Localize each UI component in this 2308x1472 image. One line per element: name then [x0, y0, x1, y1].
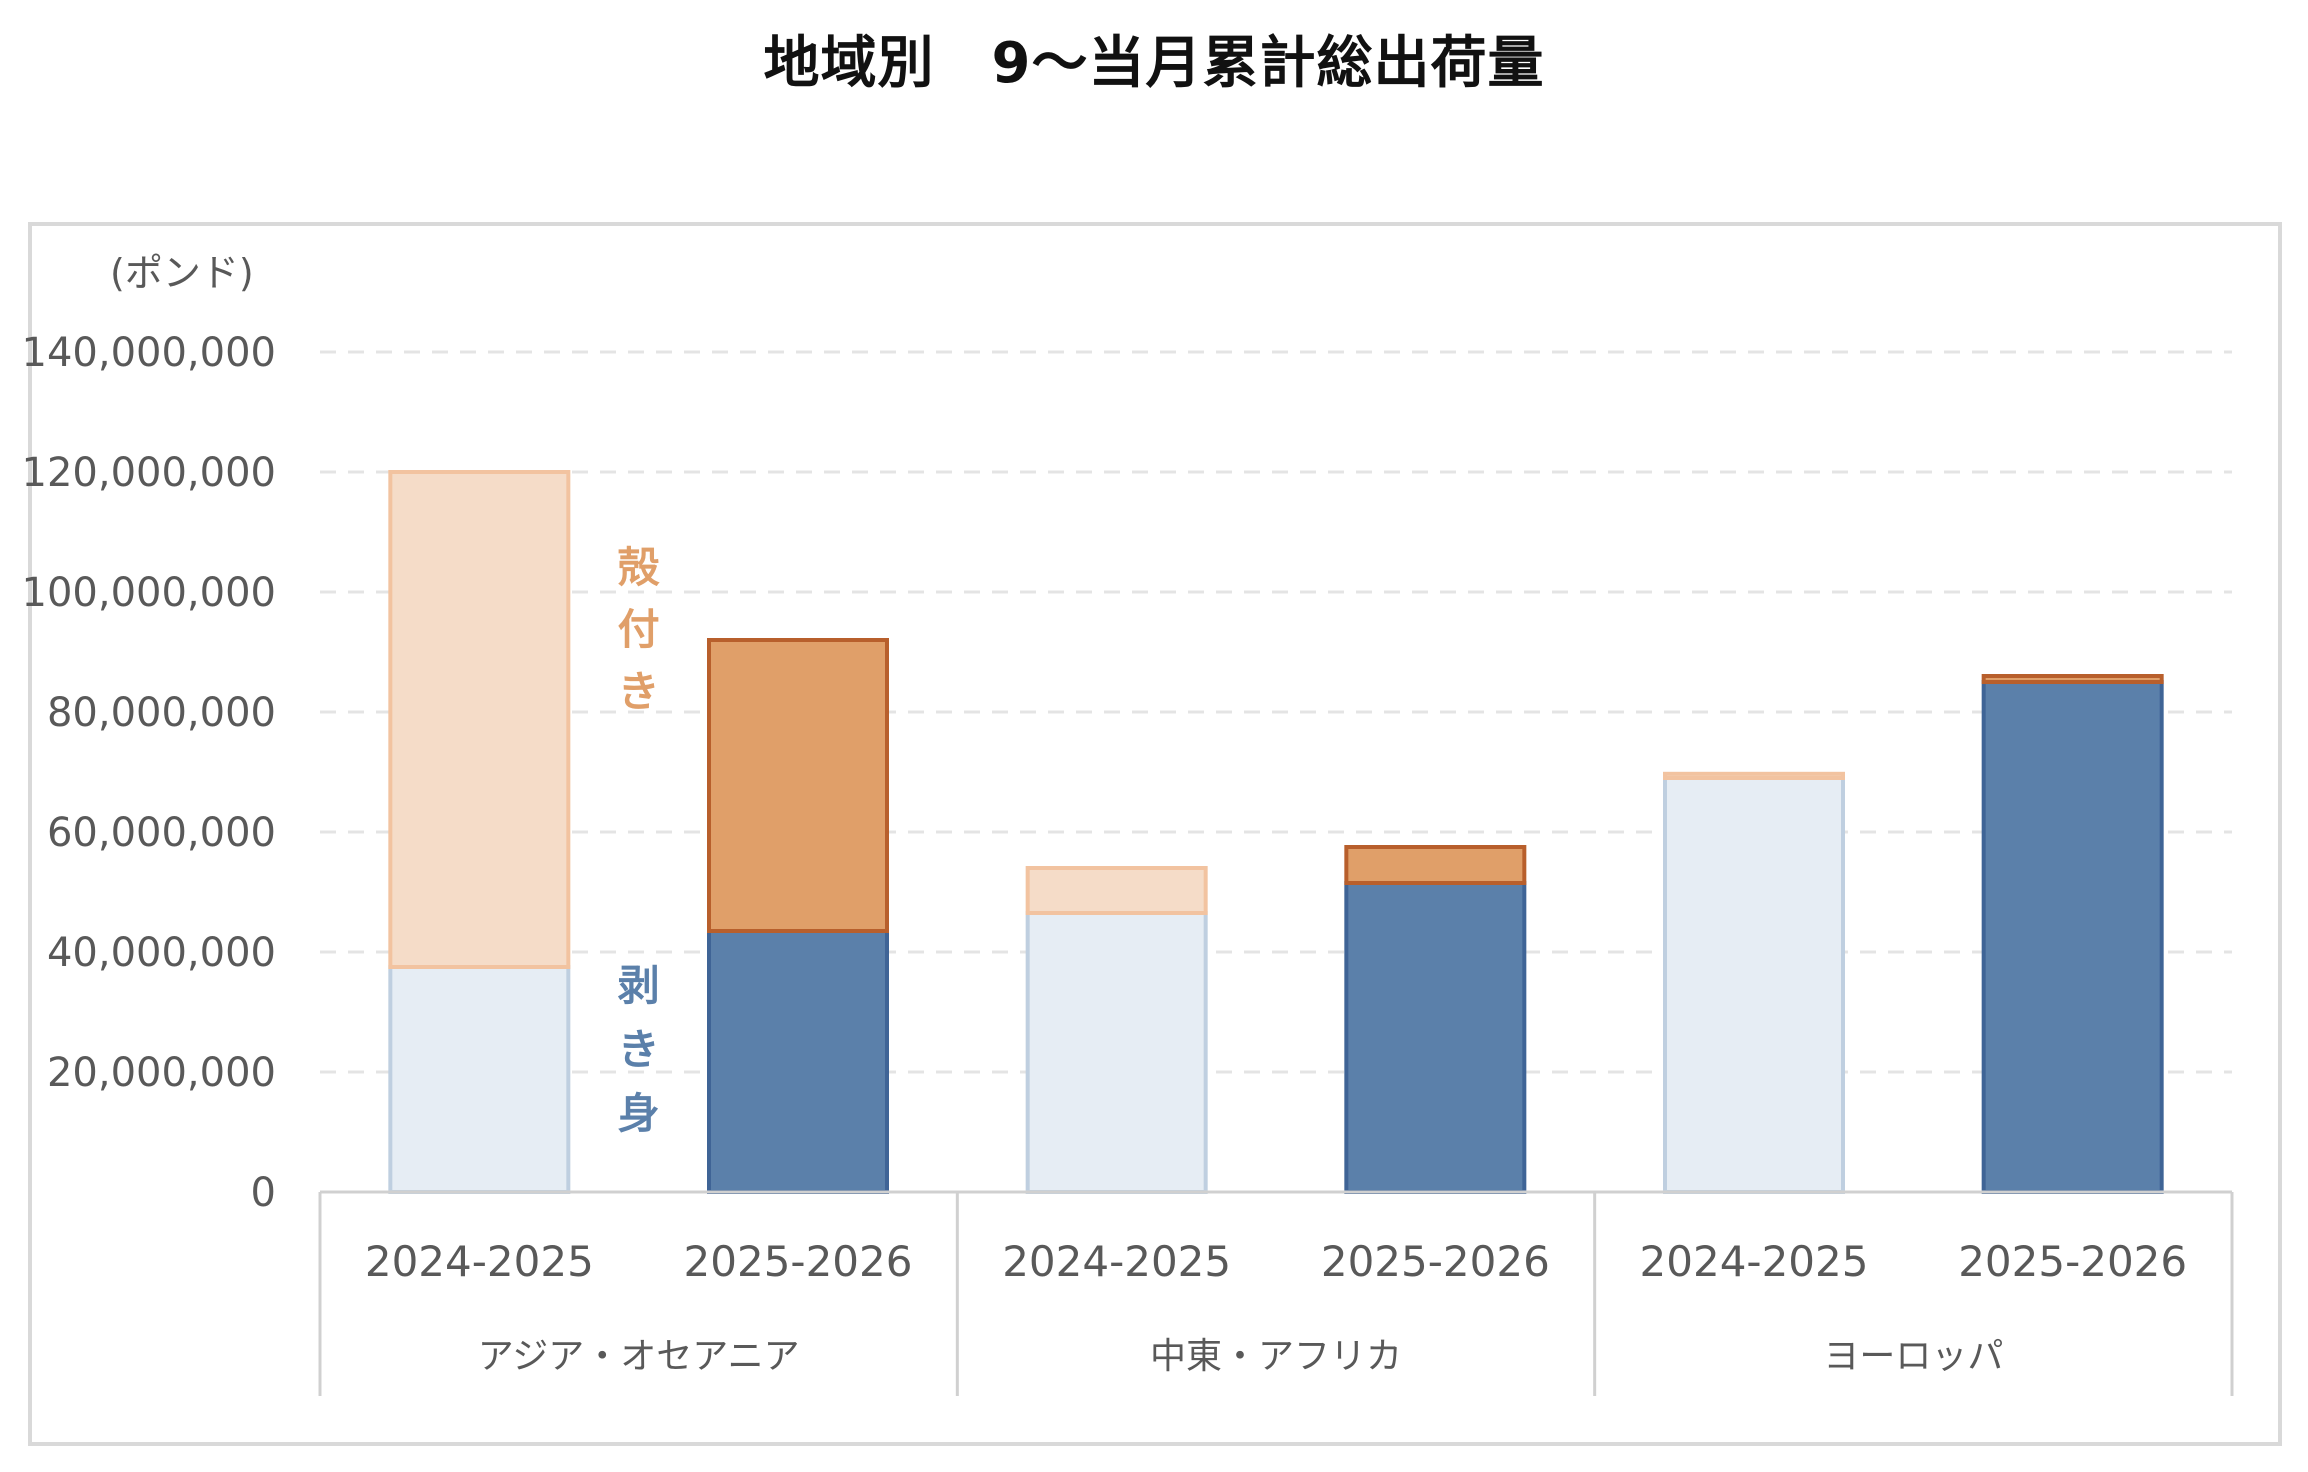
bar-in-shell — [1663, 771, 1845, 780]
shucked-annotation-char: き — [618, 1025, 660, 1074]
chart-frame — [28, 222, 2282, 1446]
y-tick-label: 0 — [251, 1170, 276, 1216]
y-tick-label: 100,000,000 — [22, 570, 276, 616]
shucked-annotation-char: 身 — [618, 1089, 660, 1138]
bar-shucked — [388, 965, 571, 1194]
x-tick-label: 2025-2026 — [1321, 1237, 1550, 1286]
label-layer: (ポンド) 0 20,000,000 40,000,000 60,000,000 80,0… — [22, 251, 2188, 1377]
y-tick-label: 40,000,000 — [47, 930, 276, 976]
in-shell-annotation-char: 殻 — [618, 543, 661, 592]
group-label: 中東・アフリカ — [1150, 1336, 1402, 1377]
chart-title: 地域別 9～当月累計総出荷量 — [763, 31, 1545, 96]
bar-shucked — [707, 929, 889, 1194]
x-tick-label: 2024-2025 — [365, 1237, 594, 1286]
grid-layer — [320, 350, 2232, 1074]
y-tick-label: 20,000,000 — [47, 1050, 276, 1096]
x-tick-label: 2025-2026 — [684, 1237, 913, 1286]
in-shell-annotation-char: き — [618, 667, 660, 716]
y-tick-label: 80,000,000 — [47, 690, 276, 736]
y-unit-label: (ポンド) — [110, 251, 254, 295]
shucked-annotation-char: 剥 — [618, 961, 660, 1010]
bar-in-shell — [388, 470, 571, 969]
y-tick-label: 120,000,000 — [22, 450, 276, 496]
x-tick-label: 2025-2026 — [1958, 1237, 2187, 1286]
group-label: ヨーロッパ — [1823, 1336, 2003, 1377]
in-shell-annotation-char: 付 — [618, 605, 660, 654]
x-tick-label: 2024-2025 — [1640, 1237, 1869, 1286]
x-tick-label: 2024-2025 — [1002, 1237, 1231, 1286]
bar-layer — [388, 470, 2164, 1194]
bar-shucked — [1344, 881, 1527, 1194]
axis-layer — [318, 1190, 2234, 1396]
bar-shucked — [1663, 776, 1845, 1194]
bar-shucked — [1025, 911, 1208, 1194]
bar-in-shell — [1344, 845, 1527, 885]
bar-in-shell — [1981, 674, 2164, 684]
bar-in-shell — [707, 638, 889, 933]
group-label: アジア・オセアニア — [478, 1336, 800, 1377]
y-tick-label: 140,000,000 — [22, 330, 276, 376]
bar-shucked — [1981, 680, 2164, 1194]
bar-in-shell — [1025, 866, 1208, 915]
y-tick-label: 60,000,000 — [47, 810, 276, 856]
